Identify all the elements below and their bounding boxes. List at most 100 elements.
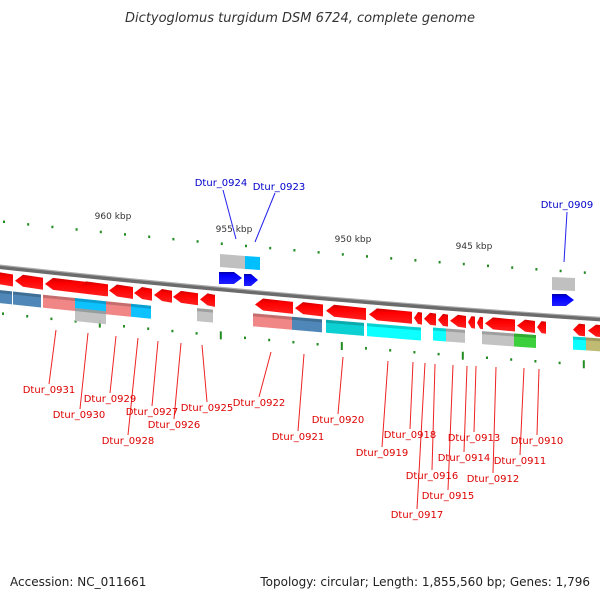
gene-label-reverse[interactable]: Dtur_0919 xyxy=(356,448,409,459)
minor-tick xyxy=(438,260,441,264)
cog-box xyxy=(220,254,245,269)
minor-tick xyxy=(2,312,4,315)
major-tick xyxy=(219,331,222,340)
reverse-gene-arrow xyxy=(424,312,436,326)
cog-box xyxy=(573,336,586,351)
reverse-gene-arrow xyxy=(154,289,172,303)
gene-label-reverse[interactable]: Dtur_0916 xyxy=(406,471,459,482)
leader-line xyxy=(473,365,477,433)
gene-label-reverse[interactable]: Dtur_0925 xyxy=(181,403,234,414)
minor-tick xyxy=(123,325,125,328)
cog-box xyxy=(292,316,322,333)
scale-label: 955 kbp xyxy=(216,225,253,235)
gene-label-reverse[interactable]: Dtur_0931 xyxy=(23,385,76,396)
gene-label-forward[interactable]: Dtur_0923 xyxy=(253,182,306,193)
reverse-gene-arrow xyxy=(255,298,293,314)
gene-track xyxy=(0,272,600,338)
cog-box xyxy=(446,328,465,343)
gene-label-reverse[interactable]: Dtur_0920 xyxy=(312,415,365,426)
minor-tick xyxy=(74,320,77,323)
gene-label-reverse[interactable]: Dtur_0912 xyxy=(467,474,520,485)
leader-line xyxy=(447,364,454,491)
gene-label-reverse[interactable]: Dtur_0927 xyxy=(126,407,179,418)
minor-tick xyxy=(559,269,562,273)
cog-box xyxy=(13,291,41,308)
minor-tick xyxy=(220,242,223,245)
cog-box xyxy=(367,323,411,340)
reverse-gene-arrow xyxy=(295,302,323,317)
cog-box-shade xyxy=(13,291,41,298)
gene-label-forward[interactable]: Dtur_0924 xyxy=(195,178,248,189)
cog-box-shade xyxy=(197,308,213,313)
gene-label-reverse[interactable]: Dtur_0917 xyxy=(391,510,444,521)
leader-line xyxy=(337,356,344,415)
reverse-gene-arrow xyxy=(15,274,43,290)
reverse-gene-arrow xyxy=(0,272,13,287)
gene-label-reverse[interactable]: Dtur_0921 xyxy=(272,432,325,443)
minor-tick xyxy=(534,359,537,363)
minor-tick xyxy=(172,237,175,241)
leader-line xyxy=(381,360,389,448)
forward-gene-arrow xyxy=(219,272,242,284)
genome-summary-text: Topology: circular; Length: 1,855,560 bp… xyxy=(259,575,590,589)
leader-line xyxy=(173,342,182,420)
gene-label-reverse[interactable]: Dtur_0926 xyxy=(148,420,201,431)
minor-tick xyxy=(147,327,150,330)
reverse-gene-arrow xyxy=(485,317,515,332)
minor-tick xyxy=(583,271,586,274)
cog-box-shade xyxy=(446,328,465,333)
gene-label-reverse[interactable]: Dtur_0928 xyxy=(102,436,155,447)
gene-labels: Dtur_0924 Dtur_0923 Dtur_0909 Dtur_0931 … xyxy=(23,178,594,521)
cog-box-shade xyxy=(75,308,106,315)
gene-label-reverse[interactable]: Dtur_0922 xyxy=(233,398,286,409)
cog-box-shade xyxy=(253,313,292,320)
minor-tick xyxy=(26,315,29,318)
genome-backbone-highlight xyxy=(0,264,600,318)
gene-label-reverse[interactable]: Dtur_0915 xyxy=(422,491,475,502)
scale-label: 945 kbp xyxy=(456,242,493,252)
gene-label-reverse[interactable]: Dtur_0918 xyxy=(384,430,437,441)
leader-line xyxy=(151,340,159,407)
cog-box-shade xyxy=(514,333,536,339)
reverse-gene-arrow xyxy=(326,304,366,321)
gene-label-reverse[interactable]: Dtur_0913 xyxy=(448,433,501,444)
cog-box-shade xyxy=(411,326,421,331)
gene-label-reverse[interactable]: Dtur_0929 xyxy=(84,394,137,405)
major-tick xyxy=(98,319,101,328)
cog-box xyxy=(326,319,364,336)
minor-tick xyxy=(268,338,271,342)
gene-label-reverse[interactable]: Dtur_0910 xyxy=(511,436,564,447)
minor-tick xyxy=(365,347,367,350)
minor-tick xyxy=(195,332,198,335)
leader-line xyxy=(463,365,468,453)
minor-tick xyxy=(3,220,5,224)
cog-box-shade xyxy=(75,298,106,305)
leader-line xyxy=(201,344,208,403)
leader-line xyxy=(109,335,117,394)
gene-label-forward[interactable]: Dtur_0909 xyxy=(541,200,594,211)
cog-box xyxy=(197,308,213,323)
minor-tick xyxy=(487,264,489,268)
minor-tick xyxy=(437,352,440,356)
cog-track xyxy=(0,254,600,352)
leader-line xyxy=(431,363,436,471)
leader-line xyxy=(79,332,89,410)
leader-line xyxy=(416,362,426,510)
map-title: Dictyoglomus turgidum DSM 6724, complete… xyxy=(125,11,475,26)
minor-tick xyxy=(244,336,246,340)
leader-line xyxy=(519,367,525,456)
gene-label-reverse[interactable]: Dtur_0930 xyxy=(53,410,106,421)
minor-tick xyxy=(196,240,199,243)
minor-tick xyxy=(414,259,417,262)
reverse-gene-arrow xyxy=(173,290,198,306)
major-tick xyxy=(461,351,464,360)
major-tick xyxy=(340,342,343,351)
leader-line xyxy=(127,337,139,436)
cog-box xyxy=(131,303,151,319)
leader-line xyxy=(563,211,568,263)
minor-tick xyxy=(462,262,465,266)
gene-label-reverse[interactable]: Dtur_0911 xyxy=(494,456,547,467)
reverse-gene-arrow xyxy=(414,311,422,325)
gene-label-reverse[interactable]: Dtur_0914 xyxy=(438,453,491,464)
minor-tick xyxy=(171,329,174,333)
